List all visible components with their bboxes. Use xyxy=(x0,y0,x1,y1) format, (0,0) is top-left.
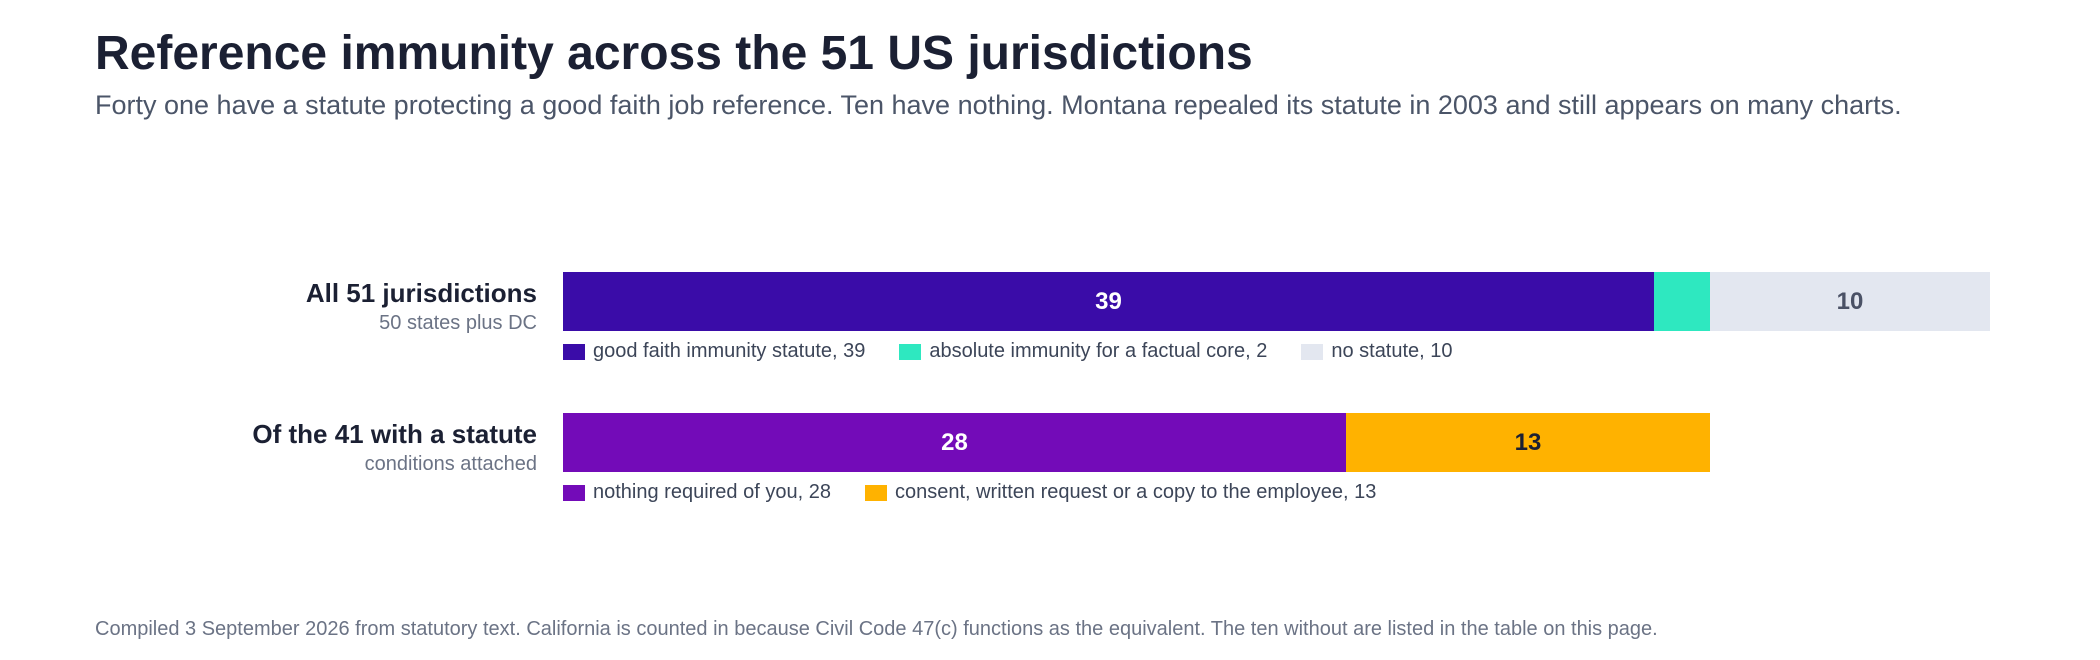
legend-label: consent, written request or a copy to th… xyxy=(894,481,1377,503)
chart-subtitle: Forty one have a statute protecting a go… xyxy=(95,90,1902,120)
legend-item: absolute immunity for a factual core, 2 xyxy=(899,340,1267,363)
legend-label: good faith immunity statute, 39 xyxy=(593,340,866,362)
legend-label: absolute immunity for a factual core, 2 xyxy=(929,340,1268,362)
bar-segment xyxy=(1654,272,1710,331)
row-label-with-statute: Of the 41 with a statute conditions attac… xyxy=(252,419,537,477)
legend-item: no statute, 10 xyxy=(1301,340,1453,363)
bar-segment xyxy=(563,272,1654,331)
bar-value-label: 28 xyxy=(941,429,968,456)
bar-segment xyxy=(1710,272,1990,331)
legend-item: consent, written request or a copy to th… xyxy=(864,481,1377,504)
legend-swatch xyxy=(864,484,887,501)
bar-value-label: 39 xyxy=(1095,288,1122,315)
chart-title: Reference immunity across the 51 US juri… xyxy=(95,27,1253,80)
footnote: Compiled 3 September 2026 from statutory… xyxy=(95,618,1658,640)
bar-segment xyxy=(1346,413,1710,472)
stacked-bar-all-jurisdictions: 39 10 xyxy=(563,272,1990,331)
row-label-all-jurisdictions: All 51 jurisdictions 50 states plus DC xyxy=(306,278,537,336)
row-title: All 51 jurisdictions xyxy=(305,278,537,308)
legend-item: nothing required of you, 28 xyxy=(563,481,831,504)
legend-swatch xyxy=(563,343,585,360)
legend-label: no statute, 10 xyxy=(1331,340,1453,362)
legend-swatch xyxy=(563,484,585,501)
bar-value-label: 10 xyxy=(1836,288,1864,315)
legend-item: good faith immunity statute, 39 xyxy=(563,340,865,363)
row-title: Of the 41 with a statute xyxy=(252,419,537,449)
legend-with-statute: nothing required of you, 28 consent, writ… xyxy=(563,481,1410,504)
row-subtitle: conditions attached xyxy=(364,453,537,475)
bar-value-label: 13 xyxy=(1514,429,1542,456)
legend-swatch xyxy=(1301,343,1324,360)
stacked-bar-with-statute: 28 13 xyxy=(563,413,1990,472)
legend-all-jurisdictions: good faith immunity statute, 39 absolute … xyxy=(563,340,1487,363)
bar-segment xyxy=(563,413,1346,472)
legend-label: nothing required of you, 28 xyxy=(593,481,831,503)
row-subtitle: 50 states plus DC xyxy=(379,312,537,334)
legend-swatch xyxy=(899,343,922,360)
